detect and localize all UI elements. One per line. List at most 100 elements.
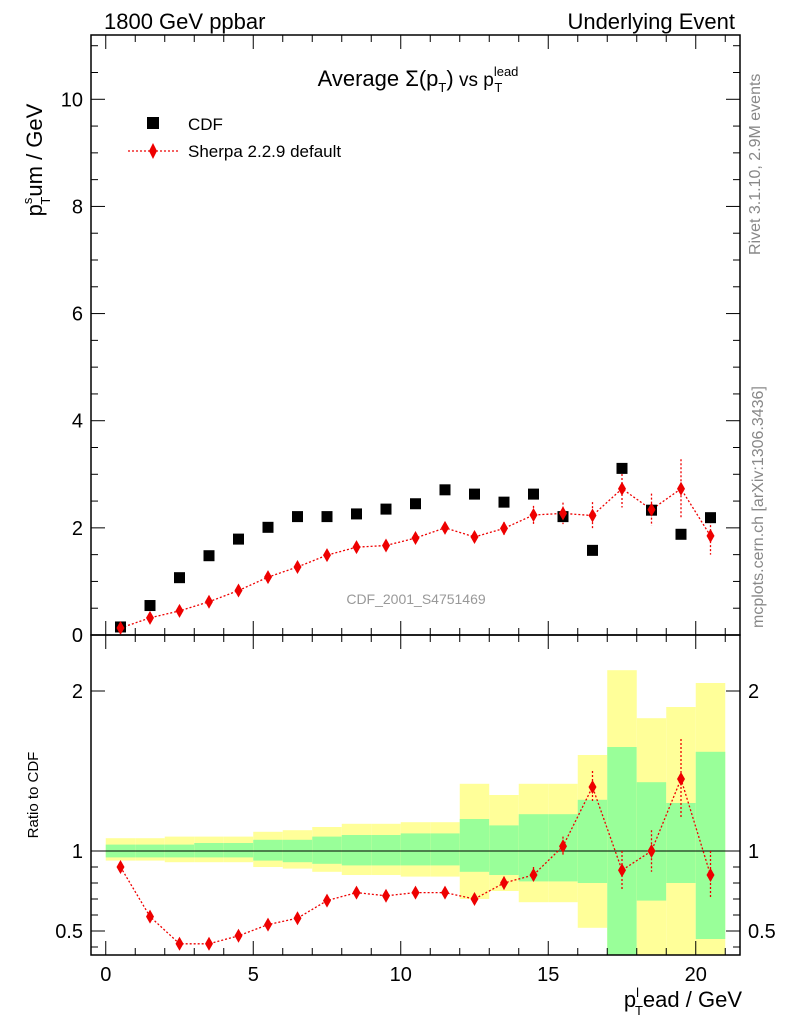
sherpa-point	[234, 583, 243, 598]
ratio-band-inner	[312, 836, 342, 864]
header-right: Underlying Event	[567, 9, 735, 34]
ratio-band-inner	[341, 835, 372, 866]
main-y-tick-label: 0	[72, 625, 83, 647]
ratio-sherpa-point	[441, 885, 449, 900]
cdf-point	[262, 521, 274, 533]
cdf-point	[410, 498, 421, 510]
mcplots-label: mcplots.cern.ch [arXiv:1306.3436]	[750, 386, 767, 628]
main-y-tick-label: 8	[72, 196, 83, 218]
ratio-sherpa-point	[352, 885, 361, 900]
ratio-sherpa-point	[382, 888, 390, 903]
legend-sherpa-label: Sherpa 2.2.9 default	[188, 142, 341, 161]
cdf-point	[203, 550, 215, 562]
ratio-band-inner	[577, 799, 608, 883]
ratio-band-inner	[695, 751, 726, 939]
cdf-point	[587, 544, 598, 556]
ratio-sherpa-point	[175, 936, 184, 951]
ratio-band-inner	[400, 833, 431, 866]
ratio-sherpa-point	[234, 928, 243, 943]
ratio-sherpa-point	[618, 863, 626, 878]
sherpa-point	[175, 603, 184, 618]
ratio-y-tick-label-right: 1	[748, 841, 759, 863]
sherpa-point	[411, 531, 420, 546]
ratio-band-inner	[459, 819, 490, 872]
main-y-tick-label: 6	[72, 304, 83, 326]
ratio-y-tick-label: 0.5	[55, 921, 83, 943]
rivet-label: Rivet 3.1.10, 2.9M events	[747, 74, 764, 255]
sherpa-point	[146, 610, 154, 625]
ratio-y-tick-label: 1	[72, 841, 83, 863]
sherpa-point	[529, 508, 538, 522]
main-plot: 0 2 4 6 8 10	[61, 34, 741, 647]
ratio-band-inner	[636, 782, 667, 901]
ratio-sherpa-point	[647, 844, 656, 858]
x-axis-label: pl Tead / GeV	[624, 985, 742, 1018]
sherpa-point	[264, 570, 272, 585]
ratio-band-inner	[489, 825, 519, 875]
cdf-point	[498, 496, 510, 508]
ratio-sherpa-point	[529, 868, 538, 882]
cdf-point	[439, 484, 451, 496]
ratio-sherpa-point	[205, 936, 213, 951]
cdf-point	[469, 488, 480, 500]
sherpa-point	[293, 559, 302, 574]
legend-cdf-label: CDF	[188, 115, 223, 134]
cdf-point	[675, 528, 687, 540]
sherpa-point	[706, 528, 715, 543]
ratio-y-axis-label: Ratio to CDF	[25, 752, 42, 839]
ratio-sherpa-point	[116, 860, 125, 874]
ratio-band-inner	[371, 835, 401, 866]
ratio-y-tick-label: 2	[72, 681, 83, 703]
ratio-plot: 0 5 10 15 20 0.5 0.5 1 1 2 2	[55, 634, 776, 986]
sherpa-point	[559, 506, 567, 521]
ratio-plot-frame	[90, 634, 741, 956]
x-tick-label: 20	[685, 964, 707, 986]
sherpa-point	[618, 481, 626, 496]
ratio-sherpa-point	[677, 772, 685, 786]
main-y-tick-label: 2	[72, 518, 83, 540]
ratio-sherpa-point	[146, 909, 154, 924]
sherpa-point	[352, 540, 361, 555]
sherpa-point	[441, 520, 449, 535]
ratio-band-inner	[194, 843, 224, 858]
ratio-sherpa-point	[470, 892, 479, 906]
cdf-point	[292, 511, 303, 523]
ratio-sherpa-point	[500, 876, 508, 890]
cdf-point	[233, 533, 244, 545]
sherpa-point	[470, 529, 479, 544]
ratio-band-inner	[430, 833, 460, 866]
header-left: 1800 GeV ppbar	[104, 9, 265, 34]
x-tick-label: 10	[390, 964, 412, 986]
legend-cdf-marker	[147, 117, 159, 129]
cdf-point	[380, 503, 392, 515]
ratio-sherpa-point	[559, 839, 567, 854]
sherpa-point	[677, 481, 685, 496]
cdf-point	[705, 512, 716, 524]
sherpa-point	[323, 548, 331, 563]
analysis-watermark: CDF_2001_S4751469	[346, 591, 486, 607]
ratio-sherpa-point	[293, 911, 302, 926]
ratio-sherpa-point	[706, 868, 715, 882]
sherpa-point	[116, 621, 125, 636]
ratio-sherpa-point	[323, 893, 331, 908]
main-y-axis-label: ps Tum / GeV	[20, 103, 53, 216]
ratio-sherpa-point	[411, 885, 420, 900]
x-tick-label: 5	[248, 964, 259, 986]
sherpa-point	[588, 508, 597, 523]
plot-title: Average Σ(pT) vs plead T	[318, 64, 519, 95]
cdf-point	[144, 600, 156, 612]
cdf-point	[174, 572, 185, 584]
ratio-sherpa-point	[588, 780, 597, 794]
main-y-tick-label: 10	[61, 89, 83, 111]
ratio-band-inner	[253, 839, 283, 861]
ratio-y-tick-label-right: 0.5	[748, 921, 776, 943]
x-tick-label: 0	[100, 964, 111, 986]
sherpa-point	[647, 502, 656, 517]
cdf-point	[528, 488, 539, 500]
ratio-y-tick-label-right: 2	[748, 681, 759, 703]
ratio-sherpa-point	[264, 917, 272, 932]
cdf-point	[321, 511, 333, 523]
x-tick-label: 15	[537, 964, 559, 986]
